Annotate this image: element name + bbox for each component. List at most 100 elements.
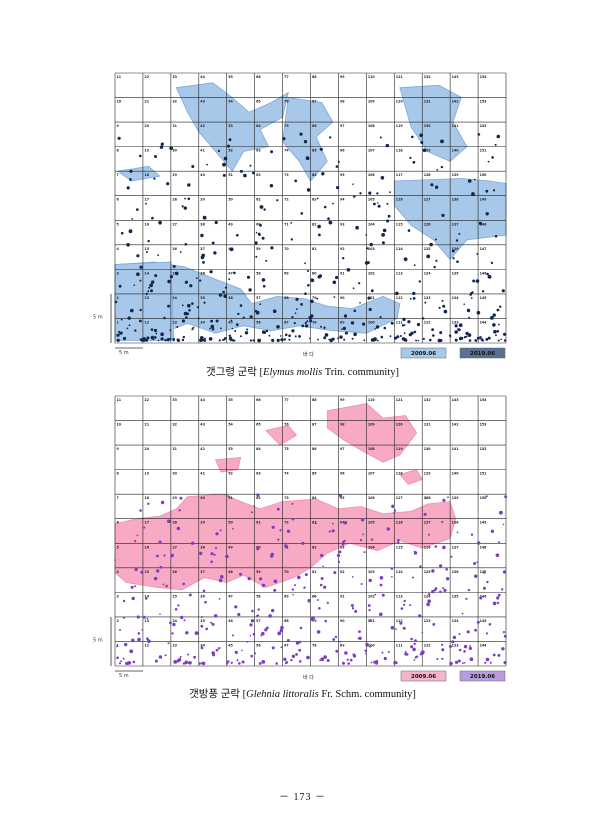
cell-id: 114 [396, 570, 404, 574]
plant-dot [307, 284, 310, 287]
plant-dot [394, 509, 397, 512]
plant-dot [352, 183, 354, 185]
plant-dot [169, 275, 173, 279]
plant-dot [191, 302, 194, 305]
plant-dot [154, 659, 158, 663]
plant-dot [254, 241, 258, 245]
plant-dot [284, 544, 288, 548]
plant-dot [129, 178, 132, 181]
plant-dot [491, 156, 494, 159]
plant-dot [352, 653, 355, 656]
plant-dot [433, 588, 437, 592]
plant-dot [291, 588, 294, 591]
plant-dot [403, 603, 406, 606]
cell-id: 78 [312, 320, 317, 324]
plant-dot [342, 326, 346, 330]
cell-id: 10 [117, 100, 122, 104]
plant-dot [176, 326, 179, 328]
plant-dot [252, 171, 255, 175]
legend-swatch [400, 347, 447, 359]
cell-id: 6 [117, 198, 120, 202]
plant-dot [490, 316, 494, 320]
plant-dot [120, 660, 122, 662]
plant-dot [455, 239, 459, 242]
plant-dot [304, 292, 307, 296]
plant-dot [259, 223, 262, 227]
plant-dot [142, 615, 146, 619]
plant-dot [486, 580, 489, 584]
plant-dot [230, 319, 233, 322]
plant-dot [162, 583, 165, 586]
plant-dot [271, 338, 275, 342]
cell-id: 108 [368, 124, 376, 128]
plant-dot [269, 184, 274, 188]
plant-dot [338, 550, 342, 554]
cell-id: 131 [424, 423, 432, 427]
plant-dot [386, 219, 390, 223]
plant-dot [373, 202, 376, 206]
plant-dot [445, 577, 450, 581]
plant-dot [483, 571, 486, 574]
plant-dot [336, 186, 340, 190]
cell-id: 140 [452, 149, 460, 153]
plant-dot [246, 328, 249, 331]
plant-dot [204, 600, 207, 604]
plant-dot [285, 334, 288, 337]
cell-id: 94 [340, 521, 345, 525]
plant-dot [438, 306, 441, 309]
plant-dot [128, 229, 133, 234]
plant-dot [200, 255, 205, 260]
plant-dot [456, 531, 459, 534]
cell-id: 70 [284, 247, 289, 251]
plant-dot [353, 309, 357, 313]
plant-dot [119, 331, 123, 335]
plant-dot [337, 160, 340, 163]
plant-dot [116, 645, 119, 648]
plant-dot [227, 144, 230, 148]
plant-dot [238, 662, 241, 665]
plant-dot [430, 183, 434, 187]
cell-id: 93 [340, 545, 345, 549]
plant-dot [124, 642, 128, 647]
plant-dot [122, 616, 126, 619]
plant-dot [381, 241, 385, 245]
plant-dot [196, 306, 199, 309]
cell-id: 133 [452, 643, 460, 647]
cell-id: 42 [200, 447, 205, 451]
plant-dot [468, 646, 472, 651]
plant-dot [358, 636, 362, 640]
cell-id: 141 [452, 447, 460, 451]
cell-id: 152 [480, 124, 487, 128]
plant-dot [290, 238, 293, 241]
plant-dot [139, 154, 142, 158]
plant-dot [367, 296, 371, 300]
plant-dot [368, 307, 372, 312]
cell-id: 126 [424, 545, 432, 549]
plant-dot [252, 632, 256, 636]
cell-id: 19 [144, 149, 149, 153]
plant-dot [224, 286, 227, 289]
plant-dot [264, 628, 268, 632]
plant-dot [443, 588, 447, 593]
cell-id: 54 [228, 423, 233, 427]
plant-dot [358, 282, 361, 285]
cell-id: 46 [228, 619, 233, 623]
plant-dot [343, 521, 348, 525]
plant-dot [223, 156, 228, 161]
cell-id: 77 [284, 75, 289, 79]
plant-dot [229, 247, 234, 252]
cell-id: 37 [200, 247, 205, 251]
plant-dot [114, 559, 116, 561]
plant-dot [414, 639, 417, 642]
plant-dot [226, 660, 230, 663]
cell-id: 54 [228, 100, 233, 104]
plant-dot [253, 505, 255, 507]
plant-dot [434, 545, 438, 548]
plant-dot [166, 339, 168, 342]
plant-dot [412, 647, 416, 652]
cell-id: 139 [452, 173, 460, 177]
plant-dot [218, 293, 223, 297]
plant-dot [461, 612, 464, 615]
plant-dot [131, 596, 135, 601]
